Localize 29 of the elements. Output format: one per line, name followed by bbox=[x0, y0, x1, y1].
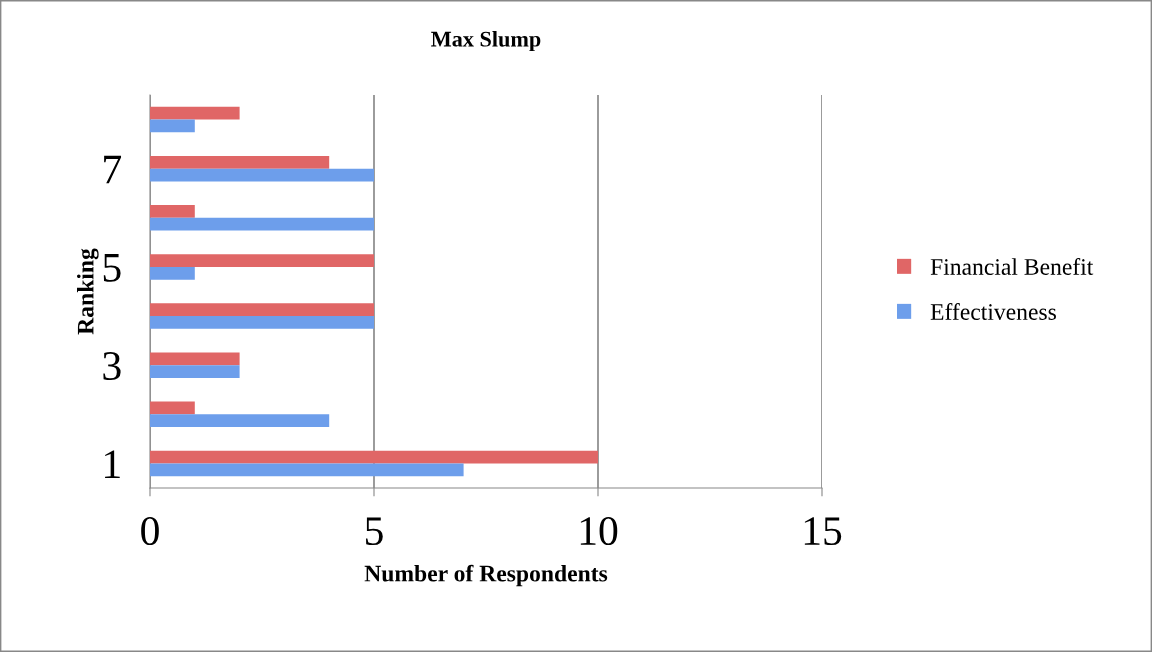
bar bbox=[150, 401, 195, 415]
bar bbox=[150, 414, 330, 428]
bar bbox=[150, 205, 195, 218]
bar bbox=[150, 119, 195, 133]
y-tick-label: 5 bbox=[103, 254, 121, 282]
x-tick-label: 10 bbox=[580, 516, 618, 546]
x-axis-title: Number of Respondents bbox=[364, 564, 608, 587]
y-tick-label: 1 bbox=[105, 450, 120, 478]
bar bbox=[150, 254, 374, 267]
y-tick-label: 3 bbox=[103, 352, 121, 381]
bar bbox=[150, 316, 374, 329]
chart-title: Max Slump bbox=[431, 30, 541, 52]
x-tick-label: 5 bbox=[366, 517, 383, 546]
y-axis-title: Ranking bbox=[77, 248, 99, 335]
legend-label: Financial Benefit bbox=[930, 258, 1094, 275]
x-tick-label: 15 bbox=[804, 517, 842, 546]
bar bbox=[150, 450, 598, 464]
bar bbox=[150, 106, 240, 120]
bar bbox=[150, 217, 374, 231]
bar bbox=[150, 155, 330, 169]
y-tick-label: 7 bbox=[104, 155, 122, 184]
bar bbox=[150, 352, 240, 366]
bar bbox=[150, 168, 374, 182]
x-tick-label: 0 bbox=[141, 516, 159, 546]
bar bbox=[150, 303, 374, 317]
legend-label: Effectiveness bbox=[930, 303, 1056, 320]
bar bbox=[150, 463, 464, 477]
bar bbox=[150, 266, 195, 280]
bar bbox=[150, 365, 240, 378]
